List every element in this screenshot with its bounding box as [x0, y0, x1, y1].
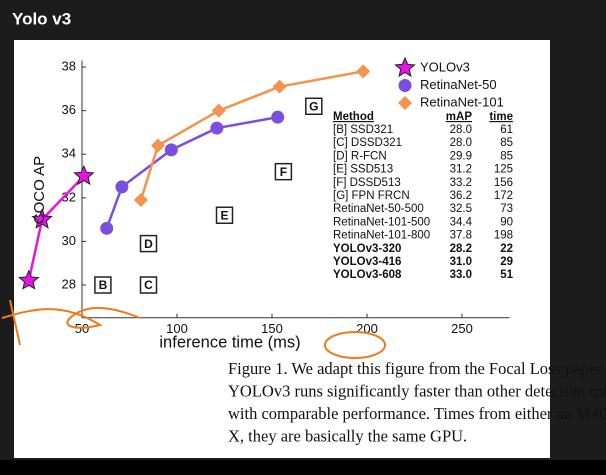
table-cell: YOLOv3-608 [333, 269, 402, 281]
table-cell: 31.2 [450, 164, 472, 176]
table-cell: 90 [500, 216, 513, 228]
point-box [139, 234, 158, 253]
table-cell: 31.0 [450, 256, 472, 268]
table-cell: 33.0 [450, 269, 472, 281]
bottom-bar [0, 460, 606, 475]
point-label: F [280, 165, 287, 179]
table-cell: 51 [500, 269, 513, 281]
table-cell: [F] DSSD513 [333, 177, 401, 189]
table-cell: 28.2 [450, 243, 472, 255]
slide-title: Yolo v3 [12, 9, 71, 28]
marker [115, 180, 129, 194]
y-tick-label: 36 [62, 102, 76, 117]
legend-label: RetinaNet-50 [420, 77, 497, 92]
y-tick-label: 32 [62, 189, 76, 204]
table-cell: RetinaNet-101-800 [333, 230, 430, 242]
point-box [215, 206, 234, 225]
point-box [139, 276, 158, 294]
marker [271, 110, 285, 124]
legend-label: YOLOv3 [420, 59, 470, 74]
table-cell: [G] FPN FRCN [333, 190, 410, 202]
scribble [324, 331, 386, 359]
table-header: mAP [446, 111, 473, 123]
table-cell: 22 [500, 243, 513, 255]
table-header: time [489, 111, 513, 123]
marker [151, 138, 165, 153]
legend-marker [398, 96, 412, 110]
caption: Figure 1. We adapt this figure from the … [228, 359, 606, 446]
y-axis-label: COCO AP [31, 156, 48, 224]
marker [210, 121, 224, 135]
legend-marker [394, 56, 416, 78]
y-tick-label: 28 [62, 276, 76, 291]
y-tick-label: 38 [62, 58, 76, 73]
table-cell: 34.4 [450, 216, 473, 228]
table-cell: [B] SSD321 [333, 124, 393, 136]
x-tick-label: 100 [166, 321, 188, 336]
y-tick-label: 34 [62, 146, 76, 161]
table-cell: 28.0 [450, 124, 472, 136]
table-cell: 32.5 [450, 203, 472, 215]
marker [164, 143, 178, 157]
table-cell: 28.0 [450, 137, 472, 149]
x-tick-label: 250 [451, 321, 473, 336]
point-label: C [144, 278, 153, 292]
caption-line: with comparable performance. Times from … [228, 404, 606, 423]
table-cell: 156 [494, 177, 513, 189]
table-cell: RetinaNet-50-500 [333, 203, 424, 215]
point-label: D [144, 237, 153, 251]
table-cell: [E] SSD513 [333, 164, 393, 176]
table-cell: 33.2 [450, 177, 472, 189]
x-tick-label: 150 [261, 321, 283, 336]
marker [356, 64, 371, 79]
caption-line: X, they are basically the same GPU. [228, 426, 467, 445]
marker [73, 164, 95, 186]
table-cell: RetinaNet-101-500 [333, 216, 430, 228]
caption-line: Figure 1. We adapt this figure from the … [228, 359, 606, 378]
marker [211, 103, 226, 118]
point-label: B [99, 278, 108, 292]
table-cell: [C] DSSD321 [333, 137, 402, 149]
marker [18, 269, 40, 290]
table-cell: 85 [500, 150, 513, 162]
table-cell: YOLOv3-416 [333, 256, 401, 268]
point-box [94, 276, 112, 294]
table-cell: 125 [494, 164, 513, 176]
table-cell: 36.2 [450, 190, 472, 202]
table-cell: 198 [494, 230, 513, 242]
marker [100, 221, 114, 235]
scribble [9, 299, 21, 346]
table-cell: 37.8 [450, 230, 472, 242]
table-cell: 61 [500, 124, 513, 136]
marker [272, 79, 287, 94]
table-cell: [D] R-FCN [333, 150, 387, 162]
x-axis-label: inference time (ms) [159, 333, 300, 351]
table-cell: 29.9 [450, 150, 472, 162]
point-label: G [309, 99, 318, 113]
handwriting [1, 299, 386, 359]
table-cell: 172 [494, 190, 513, 202]
figure-panel [14, 40, 550, 458]
legend-marker [398, 79, 412, 92]
table-cell: YOLOv3-320 [333, 243, 401, 255]
caption-line: YOLOv3 runs significantly faster than ot… [228, 381, 606, 400]
point-label: E [220, 208, 228, 222]
point-box [305, 97, 323, 116]
y-tick-label: 30 [62, 233, 76, 248]
table-cell: 85 [500, 137, 513, 149]
marker [31, 208, 53, 229]
legend-label: RetinaNet-101 [420, 94, 504, 109]
marker [133, 192, 148, 207]
point-box [274, 162, 293, 181]
table-header: Method [333, 111, 374, 123]
table-cell: 29 [500, 256, 513, 268]
scribble [1, 306, 141, 329]
table-cell: 73 [500, 203, 513, 215]
